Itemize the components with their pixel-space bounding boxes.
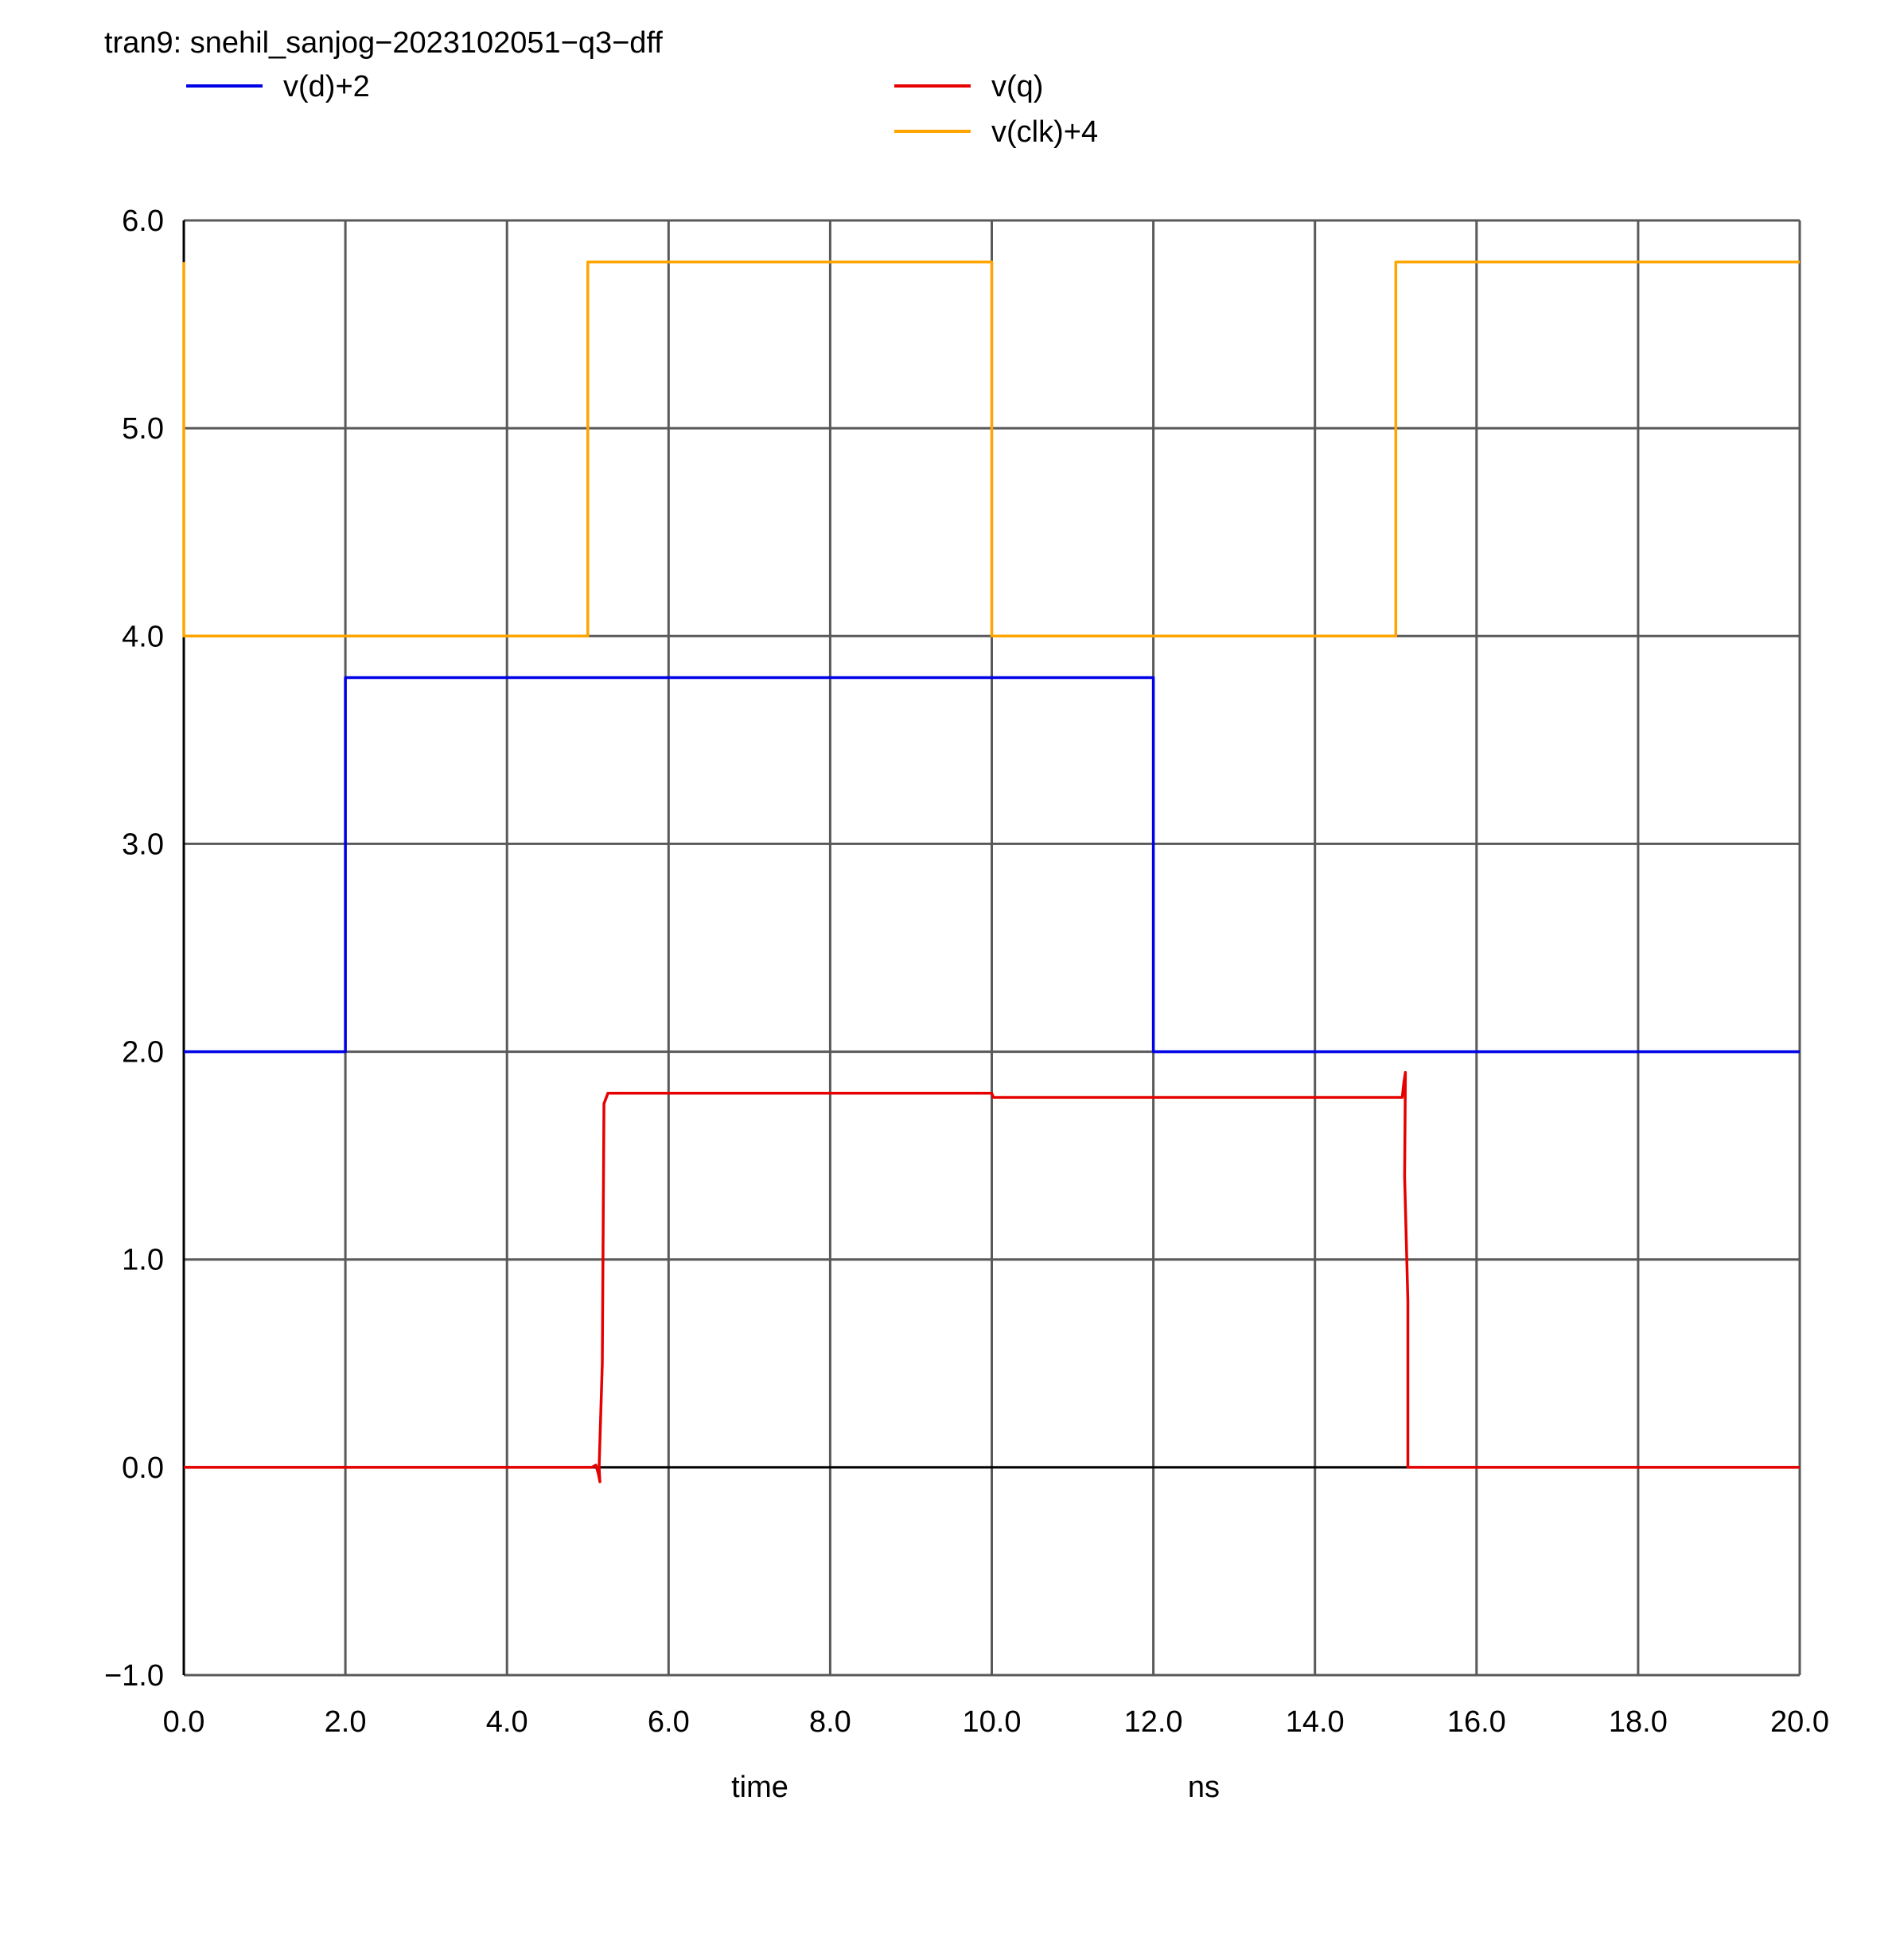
legend-label: v(q) — [991, 70, 1043, 103]
series-line-v-d-2 — [184, 676, 1800, 1054]
x-tick-label: 0.0 — [163, 1705, 205, 1739]
y-tick-label: 6.0 — [122, 205, 164, 238]
y-tick-label: 4.0 — [122, 620, 164, 653]
x-tick-label: 20.0 — [1770, 1705, 1829, 1739]
legend-label: v(d)+2 — [283, 70, 370, 103]
x-tick-label: 18.0 — [1609, 1705, 1668, 1739]
x-tick-label: 16.0 — [1447, 1705, 1506, 1739]
x-axis-unit: ns — [1188, 1771, 1220, 1804]
chart-title: tran9: snehil_sanjog−2023102051−q3−dff — [104, 26, 663, 60]
series-line-v-q- — [184, 1070, 1800, 1483]
tick-labels: 0.0 2.0 4.0 6.0 8.0 10.0 12.0 14.0 16.0 18.0 20.0 −… — [104, 205, 1829, 1739]
y-tick-label: 5.0 — [122, 412, 164, 446]
x-tick-label: 4.0 — [486, 1705, 528, 1739]
x-tick-label: 8.0 — [809, 1705, 851, 1739]
series-layer — [182, 260, 1800, 1483]
x-tick-label: 12.0 — [1124, 1705, 1183, 1739]
x-tick-label: 14.0 — [1286, 1705, 1345, 1739]
series-line-v-clk-4 — [182, 260, 1800, 638]
legend-label: v(clk)+4 — [991, 115, 1098, 149]
y-tick-label: −1.0 — [104, 1659, 164, 1693]
y-tick-label: 3.0 — [122, 828, 164, 861]
x-axis-label: time — [731, 1771, 788, 1804]
y-tick-label: 1.0 — [122, 1244, 164, 1277]
y-tick-label: 2.0 — [122, 1036, 164, 1070]
legend: v(d)+2 v(q) v(clk)+4 — [186, 70, 1098, 149]
x-tick-label: 6.0 — [648, 1705, 690, 1739]
x-tick-label: 10.0 — [963, 1705, 1022, 1739]
y-tick-label: 0.0 — [122, 1451, 164, 1485]
x-tick-label: 2.0 — [325, 1705, 367, 1739]
